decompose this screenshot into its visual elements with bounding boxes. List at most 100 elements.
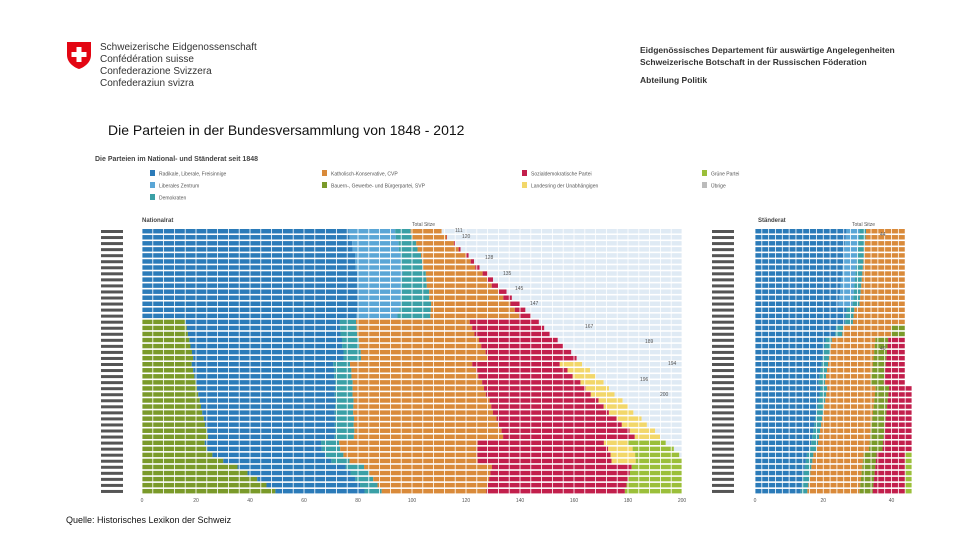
staenderat-bar-farmers: [870, 434, 884, 439]
staenderat-bar-liberal: [755, 452, 807, 458]
nationalrat-bar-farmers: [142, 464, 238, 470]
nationalrat-bar-left_center: [355, 253, 402, 258]
nationalrat-bar-democrats: [334, 434, 354, 439]
nationalrat-bar-democrats: [350, 470, 369, 476]
nationalrat-bar-liberal: [142, 229, 349, 234]
nationalrat-title: Nationalrat: [142, 218, 173, 224]
nationalrat-year-label: [101, 260, 123, 264]
legend-label: Demokraten: [159, 196, 186, 202]
staenderat-bar-farmers: [873, 404, 888, 409]
staenderat-bar-greens: [905, 458, 912, 464]
nationalrat-row-background: [609, 386, 682, 391]
nationalrat-bar-liberal: [142, 277, 358, 282]
nationalrat-bar-socialist: [510, 301, 520, 306]
nationalrat-row-background: [538, 319, 682, 325]
nationalrat-bar-greens: [628, 476, 682, 482]
nationalrat-bar-socialist: [478, 374, 573, 379]
nationalrat-bar-democrats: [398, 247, 418, 252]
staenderat-bar-catholic: [862, 265, 906, 270]
nationalrat-bar-socialist: [477, 452, 611, 458]
nationalrat-year-label: [101, 387, 123, 391]
staenderat-bar-catholic: [827, 386, 876, 391]
nationalrat-bar-catholic: [426, 277, 488, 282]
staenderat-year-label: [712, 350, 734, 354]
staenderat-bar-liberal: [755, 259, 844, 264]
staenderat-bar-left_center: [839, 295, 854, 300]
staenderat-bar-farmers: [875, 337, 889, 343]
nationalrat-bar-catholic: [351, 374, 479, 379]
legend-swatch: [322, 170, 327, 176]
staenderat-bar-catholic: [826, 374, 872, 379]
staenderat-year-label: [712, 441, 734, 445]
nationalrat-row-background: [549, 331, 682, 337]
staenderat-bar-democrats: [845, 319, 853, 325]
nationalrat-bar-democrats: [341, 337, 359, 343]
staenderat-bar-left_center: [841, 277, 856, 282]
nationalrat-row-background: [520, 301, 682, 306]
nationalrat-bar-democrats: [334, 422, 354, 427]
staenderat-year-label: [712, 314, 734, 318]
nationalrat-x-tick-label: 120: [462, 498, 471, 504]
staenderat-bar-catholic: [816, 446, 869, 452]
nationalrat-row-background: [655, 428, 682, 433]
staenderat-year-label: [712, 429, 734, 433]
staenderat-title: Ständerat: [758, 218, 786, 224]
nationalrat-bar-democrats: [331, 458, 350, 464]
nationalrat-bar-catholic: [421, 253, 467, 258]
nationalrat-bar-socialist: [482, 380, 581, 385]
staenderat-bar-catholic: [813, 452, 864, 458]
legend-swatch: [702, 182, 707, 188]
staenderat-year-label: [712, 405, 734, 409]
nationalrat-year-label: [101, 308, 123, 312]
nationalrat-bar-greens: [626, 482, 682, 488]
nationalrat-bar-farmers: [142, 434, 208, 439]
nationalrat-bar-greens: [635, 452, 680, 458]
staenderat-year-label: [712, 254, 734, 258]
nationalrat-row-background: [679, 452, 682, 458]
staenderat-bar-democrats: [818, 380, 826, 385]
nationalrat-bar-liberal: [199, 398, 336, 403]
chart-title: Die Parteien im National- und Ständerat …: [95, 156, 258, 163]
staenderat-bar-liberal: [755, 301, 839, 306]
nationalrat-bar-socialist: [519, 313, 531, 319]
nationalrat-x-tick-label: 180: [624, 498, 633, 504]
staenderat-bar-left_center: [840, 289, 854, 294]
staenderat-bar-liberal: [755, 247, 845, 252]
staenderat-x-tick-label: 40: [889, 498, 895, 504]
staenderat-bar-greens: [905, 476, 912, 482]
legend-label: Sozialdemokratische Partei: [531, 172, 592, 178]
nationalrat-bar-independents: [634, 434, 661, 439]
nationalrat-total-value: 189: [645, 339, 654, 345]
staenderat-bar-socialist: [882, 446, 912, 452]
nationalrat-bar-catholic: [373, 476, 490, 482]
nationalrat-bar-catholic: [412, 235, 447, 240]
nationalrat-bar-liberal: [203, 416, 336, 421]
nationalrat-bar-left_center: [352, 247, 399, 252]
nationalrat-bar-liberal: [194, 374, 335, 379]
staenderat-bar-democrats: [823, 349, 830, 355]
staenderat-year-label: [712, 332, 734, 336]
nationalrat-year-label: [101, 314, 123, 318]
staenderat-year-label: [712, 338, 734, 342]
nationalrat-year-label: [101, 230, 123, 233]
nationalrat-row-background: [646, 422, 682, 427]
staenderat-total-label: Total Sitze: [852, 222, 875, 228]
nationalrat-bar-catholic: [353, 416, 497, 421]
staenderat-bar-democrats: [825, 337, 832, 343]
nationalrat-total-value: 147: [530, 301, 539, 307]
nationalrat-bar-greens: [635, 458, 682, 464]
legend-label: Bauern-, Gewerbe- und Bürgerpartei, SVP: [331, 184, 426, 190]
staenderat-bar-democrats: [818, 398, 826, 403]
staenderat-bar-liberal: [755, 476, 803, 482]
federation-name-it: Confederazione Svizzera: [100, 66, 212, 77]
nationalrat-bar-liberal: [142, 235, 350, 240]
staenderat-year-label: [712, 290, 734, 294]
staenderat-bar-catholic: [810, 470, 862, 476]
nationalrat-total-value: 194: [668, 361, 677, 367]
nationalrat-total-label: Total Sitze: [412, 222, 435, 228]
nationalrat-bar-farmers: [142, 422, 206, 427]
staenderat-bar-catholic: [860, 289, 906, 294]
nationalrat-bar-liberal: [257, 476, 356, 482]
staenderat-bar-democrats: [800, 488, 808, 494]
staenderat-bar-liberal: [755, 458, 806, 464]
